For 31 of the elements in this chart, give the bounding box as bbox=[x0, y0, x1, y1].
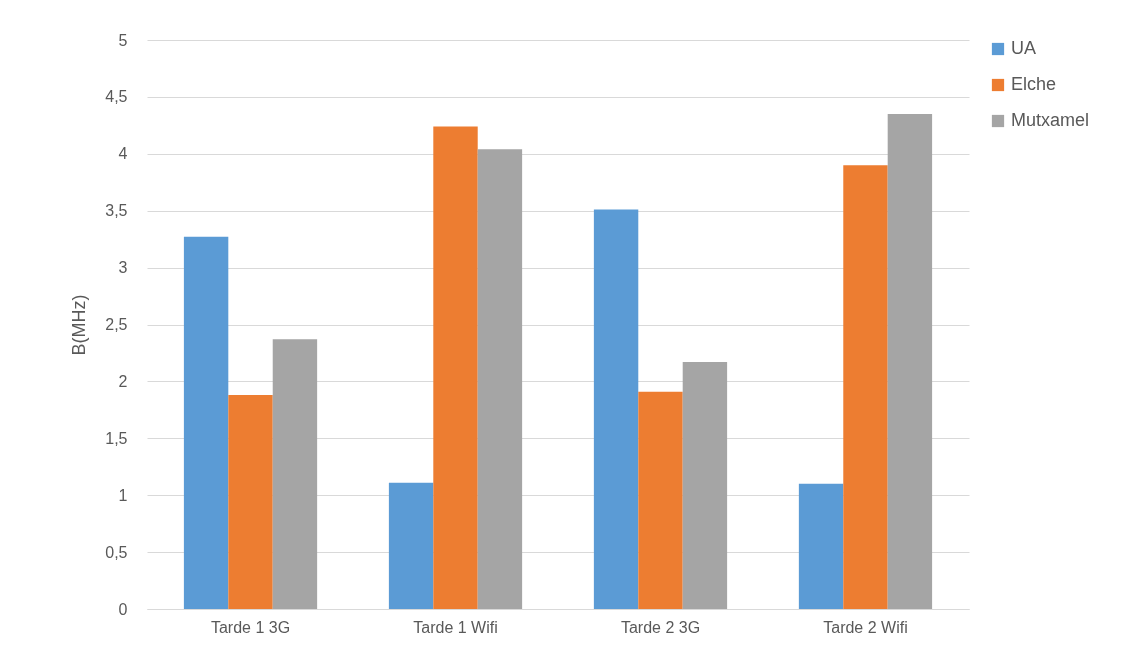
x-tick-label: Tarde 2 Wifi bbox=[823, 618, 908, 636]
legend-label: UA bbox=[1011, 38, 1037, 58]
y-tick-label: 0 bbox=[118, 600, 128, 618]
y-tick-label: 0,5 bbox=[105, 543, 128, 561]
x-tick-label: Tarde 1 3G bbox=[210, 618, 291, 636]
bar bbox=[682, 362, 728, 609]
y-tick-label: 3 bbox=[118, 259, 128, 277]
y-tick-label: 1 bbox=[118, 486, 128, 504]
bar bbox=[433, 126, 478, 609]
y-axis-title: B(MHz) bbox=[69, 294, 90, 356]
y-tick-label: 4 bbox=[118, 145, 128, 163]
y-tick-label: 4,5 bbox=[105, 88, 128, 106]
y-tick-label: 1,5 bbox=[105, 429, 128, 447]
y-tick-label: 2,5 bbox=[105, 316, 128, 333]
y-tick-label: 3,5 bbox=[105, 202, 128, 220]
bar bbox=[638, 391, 683, 609]
bar bbox=[272, 339, 318, 609]
x-tick-label: Tarde 2 3G bbox=[620, 618, 701, 636]
bar bbox=[593, 209, 639, 609]
y-tick-label: 5 bbox=[118, 31, 128, 49]
bar bbox=[228, 395, 273, 609]
bar bbox=[183, 236, 229, 609]
bar bbox=[388, 482, 434, 609]
y-tick-label: 2 bbox=[118, 372, 128, 390]
bar bbox=[477, 149, 523, 609]
bar bbox=[798, 483, 844, 609]
x-tick-label: Tarde 1 Wifi bbox=[413, 618, 498, 636]
legend-label: Mutxamel bbox=[1011, 110, 1090, 130]
bar bbox=[887, 113, 933, 609]
legend-label: Elche bbox=[1011, 74, 1057, 94]
bar bbox=[843, 165, 888, 609]
